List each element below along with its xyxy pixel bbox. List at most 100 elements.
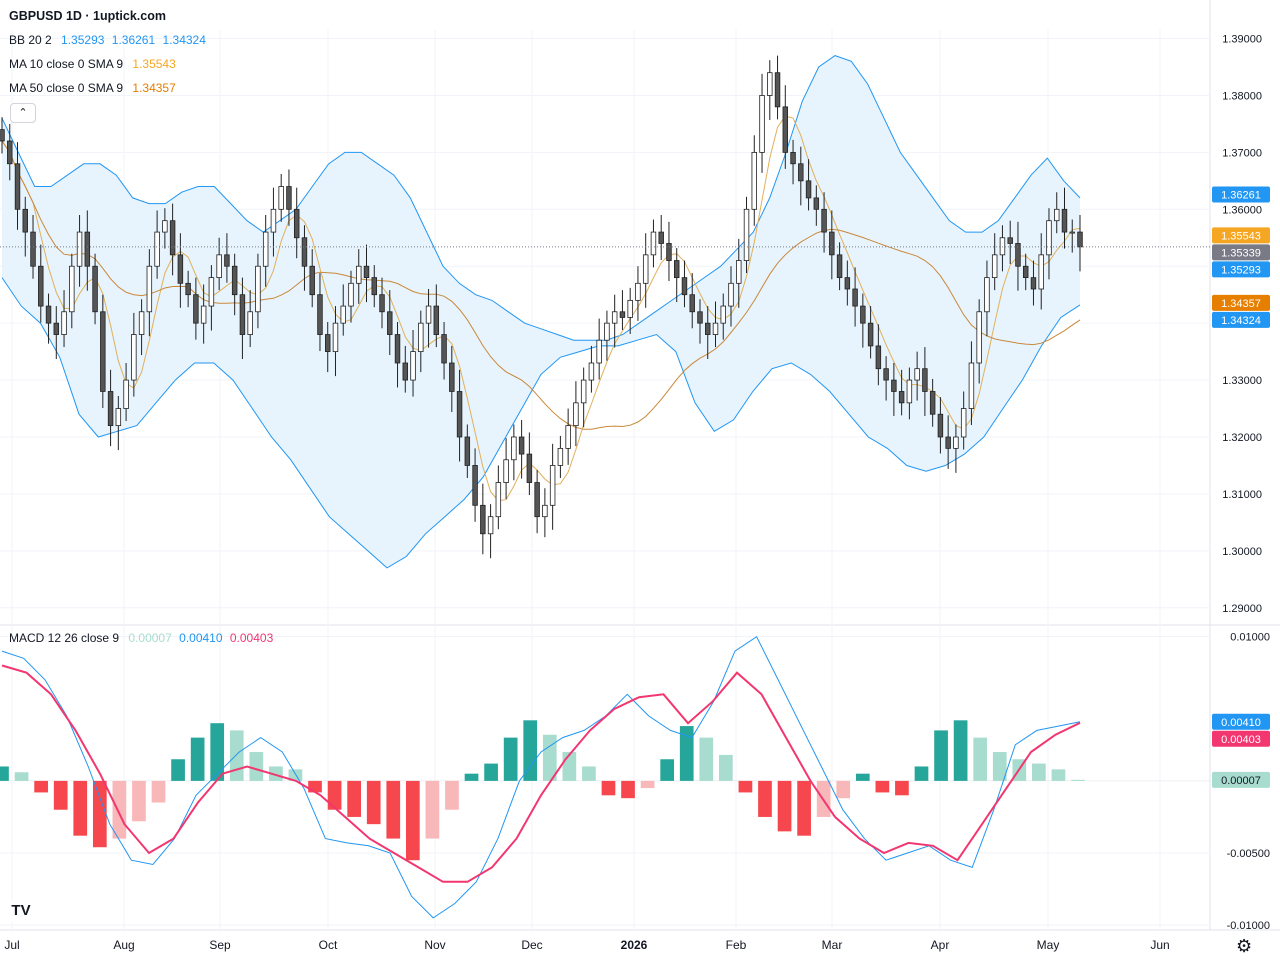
x-tick-label: Dec: [521, 938, 542, 952]
candle-body: [627, 299, 633, 318]
macd-histogram-bar: [347, 780, 361, 817]
candle-body: [441, 334, 447, 364]
candle-body: [999, 237, 1006, 256]
candle-body: [922, 368, 928, 392]
y-tick-label: 1.39000: [1222, 34, 1262, 46]
candle-body: [518, 436, 525, 455]
bollinger-upper-line: [1, 55, 1081, 341]
x-tick-label: Apr: [931, 938, 950, 952]
macd-histogram-bar: [14, 772, 29, 781]
candle-body: [767, 72, 773, 96]
macd-label-text: 0.00007: [1221, 775, 1261, 787]
price-label-badge: [1212, 244, 1270, 261]
candle-body: [743, 208, 750, 261]
x-tick-label: 2026: [621, 938, 648, 952]
candle-body: [619, 311, 626, 318]
candle-body: [480, 504, 486, 535]
macd-histogram-bar: [112, 780, 127, 839]
candle-body: [208, 277, 215, 307]
macd-histogram-bar: [269, 766, 283, 781]
candle-body: [76, 231, 83, 267]
y-tick-label: 1.30000: [1222, 546, 1262, 558]
macd-histogram-bar: [601, 780, 616, 796]
x-tick-label: May: [1037, 938, 1060, 952]
y-tick-label: 1.29000: [1222, 603, 1262, 615]
candle-body: [798, 163, 804, 182]
candle-body: [278, 186, 284, 210]
macd-label-badge: [1212, 771, 1270, 788]
candle-body: [526, 453, 533, 483]
candle-body: [200, 305, 207, 324]
candle-body: [69, 265, 75, 313]
macd-histogram-bar: [640, 780, 655, 789]
candle-body: [332, 322, 339, 353]
candle-body: [705, 322, 711, 335]
macd-histogram-bar: [699, 737, 714, 781]
candle-body: [394, 334, 401, 364]
macd-histogram-bar: [836, 780, 851, 799]
macd-histogram-bar: [542, 734, 557, 781]
candle-body: [472, 465, 478, 506]
candle-body: [782, 106, 789, 153]
macd-histogram-bar: [190, 737, 205, 781]
candle-body: [92, 265, 98, 313]
candle-body: [154, 231, 160, 267]
candle-body: [255, 265, 261, 313]
macd-histogram-bar: [386, 780, 401, 839]
candle-body: [805, 180, 812, 199]
macd-histogram-bar: [229, 730, 244, 781]
candle-body: [984, 277, 990, 313]
candle-body: [673, 260, 680, 279]
candle-body: [495, 482, 502, 518]
y-tick-label: 1.32000: [1222, 432, 1262, 444]
macd-histogram-bar: [92, 780, 107, 848]
candle-body: [642, 254, 649, 284]
macd-label-text: 0.00403: [1221, 734, 1261, 746]
candle-body: [650, 231, 657, 256]
candle-body: [1077, 231, 1083, 248]
candle-body: [852, 288, 858, 307]
candle-body: [449, 362, 455, 392]
macd-histogram-bar: [934, 730, 948, 781]
legend-ma10-name: MA 10 close 0 SMA 9: [9, 57, 124, 71]
legend-macd-hist: 0.00007: [128, 631, 172, 645]
price-label-text: 1.36261: [1221, 189, 1261, 201]
gear-icon[interactable]: ⚙: [1236, 936, 1253, 956]
legend-macd[interactable]: MACD 12 26 close 9 0.00007 0.00410 0.004…: [9, 631, 277, 645]
candle-body: [53, 322, 60, 335]
collapse-legend-button[interactable]: ⌃: [10, 103, 36, 123]
macd-histogram-bar: [405, 780, 420, 861]
y-tick-label: 1.33000: [1222, 375, 1262, 387]
candle-body: [224, 254, 230, 267]
legend-bb[interactable]: BB 20 2 1.35293 1.36261 1.34324: [9, 33, 210, 47]
candle-body: [720, 305, 726, 324]
tradingview-logo-icon[interactable]: TV: [6, 898, 36, 924]
candle-body: [131, 334, 137, 381]
x-tick-label: Mar: [822, 938, 843, 952]
candle-body: [169, 220, 176, 256]
y-tick-label: 1.38000: [1222, 90, 1262, 102]
candle-body: [7, 140, 13, 165]
x-tick-label: Sep: [209, 938, 231, 952]
candle-body: [891, 379, 897, 392]
price-label-text: 1.35339: [1221, 247, 1261, 259]
chevron-up-icon: ⌃: [18, 107, 28, 119]
macd-histogram-bar: [308, 780, 322, 793]
candle-body: [418, 322, 424, 353]
candle-body: [759, 95, 765, 153]
candle-body: [1007, 237, 1013, 244]
macd-histogram-bar: [366, 780, 381, 825]
candle-body: [968, 362, 975, 409]
candle-body: [821, 208, 827, 233]
legend-ma10[interactable]: MA 10 close 0 SMA 9 1.35543: [9, 57, 180, 71]
candle-body: [867, 322, 874, 347]
candle-body: [774, 72, 781, 108]
candle-body: [1015, 243, 1021, 267]
legend-bb-lower: 1.34324: [162, 33, 206, 47]
macd-histogram-bar: [738, 780, 753, 793]
candle-body: [596, 339, 602, 364]
candle-body: [185, 282, 191, 296]
legend-ma50[interactable]: MA 50 close 0 SMA 9 1.34357: [9, 81, 180, 95]
candle-body: [402, 362, 409, 381]
